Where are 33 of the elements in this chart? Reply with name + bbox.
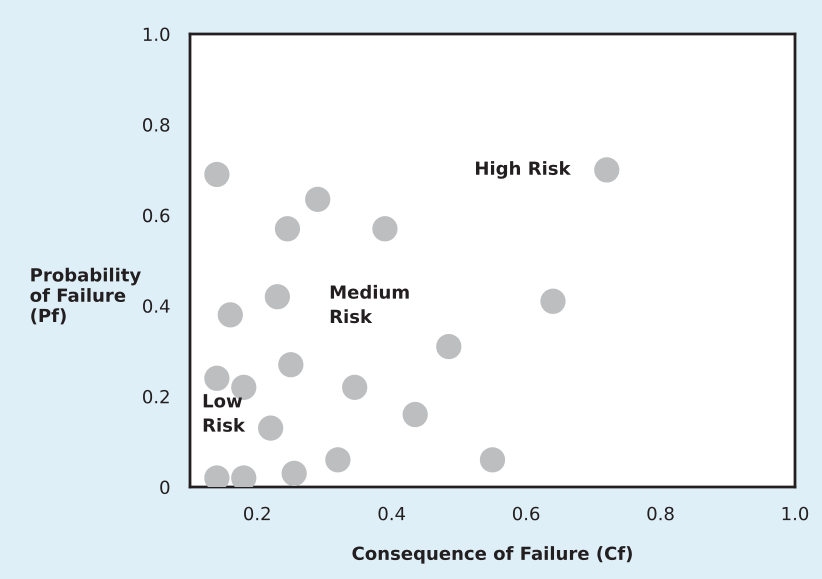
- point: [325, 447, 351, 472]
- point: [594, 157, 620, 183]
- y-tick-label: 0.6: [143, 208, 170, 222]
- y-tick-label: 0: [160, 480, 170, 494]
- point: [274, 216, 300, 242]
- point: [282, 460, 307, 486]
- y-axis-title: Probability of Failure (Pf): [30, 268, 141, 324]
- point: [342, 374, 368, 400]
- x-axis-title: Consequence of Failure (Cf): [352, 546, 632, 564]
- point: [204, 162, 230, 188]
- annotation: High Risk: [476, 161, 571, 179]
- point: [540, 288, 566, 314]
- x-tick-label: 0.6: [512, 506, 540, 520]
- x-tick-label: 0.8: [647, 506, 674, 520]
- point: [480, 447, 506, 472]
- point: [372, 216, 398, 242]
- point: [258, 415, 284, 441]
- y-tick-label: 0.4: [143, 299, 170, 313]
- point: [402, 402, 428, 428]
- x-tick-label: 1.0: [782, 506, 808, 520]
- point: [264, 284, 290, 310]
- y-tick-label: 0.8: [143, 118, 170, 132]
- point: [278, 352, 304, 378]
- x-tick-label: 0.2: [244, 506, 270, 520]
- y-tick-label: 0.2: [143, 390, 169, 404]
- annotation: Low Risk: [204, 394, 246, 432]
- point: [305, 186, 330, 212]
- y-tick-label: 1.0: [144, 27, 170, 42]
- point: [436, 334, 462, 360]
- point: [204, 366, 230, 391]
- x-tick-label: 0.4: [378, 506, 406, 520]
- point: [218, 302, 243, 328]
- annotation: Medium Risk: [330, 284, 409, 324]
